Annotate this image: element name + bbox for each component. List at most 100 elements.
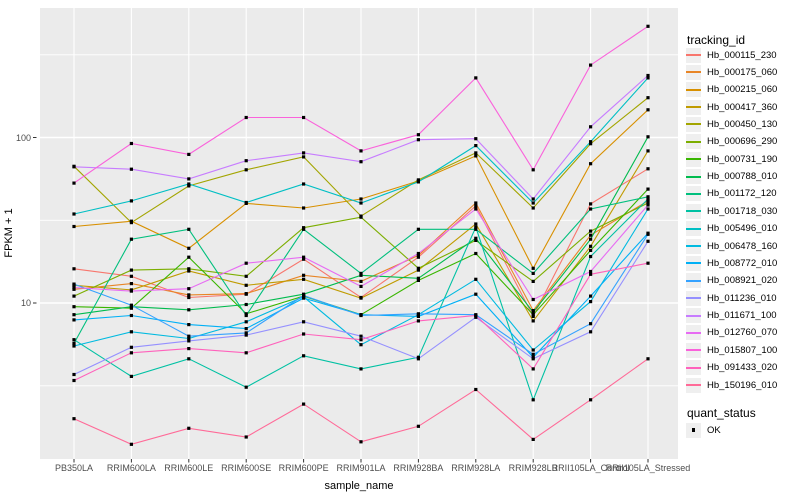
legend-entry-label: Hb_000731_190 (707, 153, 778, 165)
y-tick-label: 10 (20, 298, 31, 308)
data-point (416, 227, 420, 231)
legend-entry-label: Hb_008772_010 (707, 257, 778, 269)
legend-entry-Hb_000788_010: Hb_000788_010 (686, 169, 777, 185)
data-point (187, 426, 191, 430)
data-point (244, 200, 248, 205)
data-point (244, 385, 248, 389)
legend-entry-quant-OK: OK (686, 422, 721, 438)
data-point (302, 293, 306, 298)
data-point (359, 271, 363, 275)
data-point (72, 344, 76, 348)
data-point (129, 289, 133, 293)
data-point (646, 108, 650, 112)
legend-entry-Hb_091433_020: Hb_091433_020 (686, 360, 777, 376)
legend-entry-label: Hb_091433_020 (707, 362, 778, 374)
data-point (359, 367, 363, 371)
data-point (187, 227, 191, 231)
data-point (589, 398, 593, 402)
data-point (589, 294, 593, 298)
data-point (129, 351, 133, 355)
data-point (589, 254, 593, 259)
data-point (187, 347, 191, 351)
legend-key-line-swatch (686, 116, 701, 132)
data-point (416, 251, 420, 256)
data-point (474, 227, 478, 231)
legend-entry-Hb_011671_100: Hb_011671_100 (686, 308, 777, 324)
data-point (302, 182, 306, 186)
data-point (646, 232, 650, 236)
data-point (302, 332, 306, 336)
x-tick-label: RRIM928LB (508, 463, 558, 473)
legend-line-icon (686, 106, 701, 109)
x-tick-label: RRII105LA_Control (551, 463, 630, 473)
legend-key-line-swatch (686, 169, 701, 185)
data-point (187, 295, 191, 300)
data-point (531, 197, 535, 201)
data-point (129, 345, 133, 349)
data-point (646, 357, 650, 361)
legend-line-icon (686, 366, 701, 369)
data-point (187, 336, 191, 341)
legend-key-line-swatch (686, 47, 701, 63)
legend-line-icon (686, 140, 701, 143)
data-point (531, 398, 535, 402)
data-point (72, 285, 76, 290)
data-point (244, 274, 248, 278)
data-point (416, 424, 420, 428)
data-point (302, 255, 306, 259)
data-point (359, 149, 363, 153)
legend-line-icon (686, 384, 701, 387)
data-point (474, 225, 478, 229)
data-point (129, 442, 133, 446)
data-point (646, 201, 650, 205)
legend-key-line-swatch (686, 238, 701, 254)
data-point (646, 197, 650, 201)
data-point (359, 338, 363, 342)
data-point (244, 292, 248, 296)
data-point (416, 314, 420, 318)
data-point (531, 314, 535, 318)
data-point (359, 440, 363, 444)
data-point (589, 248, 593, 252)
data-point (72, 378, 76, 383)
legend-line-icon (686, 227, 701, 230)
legend-line-icon (686, 331, 701, 334)
data-point (244, 312, 248, 316)
data-point (72, 212, 76, 216)
legend-key-line-swatch (686, 255, 701, 271)
legend-line-icon (686, 192, 701, 195)
legend-line-icon (686, 54, 701, 56)
data-point (302, 402, 306, 406)
data-point (531, 319, 535, 323)
data-point (302, 155, 306, 159)
data-point (72, 341, 76, 345)
data-point (187, 339, 191, 343)
data-point (129, 221, 133, 225)
legend-key-point-swatch (686, 422, 701, 438)
data-point (589, 142, 593, 146)
legend-entry-label: Hb_015807_100 (707, 344, 778, 356)
data-point (187, 152, 191, 156)
data-point (531, 206, 535, 210)
data-point (244, 168, 248, 172)
legend-entry-Hb_011236_010: Hb_011236_010 (686, 290, 777, 306)
data-point (589, 125, 593, 129)
legend-key-line-swatch (686, 308, 701, 324)
data-point (359, 160, 363, 164)
data-point (416, 133, 420, 137)
data-point (474, 251, 478, 256)
data-point (72, 224, 76, 229)
data-point (359, 279, 363, 283)
data-point (646, 207, 650, 211)
data-point (531, 367, 535, 371)
data-point (589, 244, 593, 248)
data-point (416, 357, 420, 361)
data-point (302, 277, 306, 281)
data-point (72, 313, 76, 317)
legend-line-icon (686, 71, 701, 74)
data-point (646, 149, 650, 153)
legend-key-line-swatch (686, 377, 701, 393)
legend-key-line-swatch (686, 151, 701, 167)
legend-entry-label: Hb_008921_020 (707, 275, 778, 287)
data-point (187, 177, 191, 181)
